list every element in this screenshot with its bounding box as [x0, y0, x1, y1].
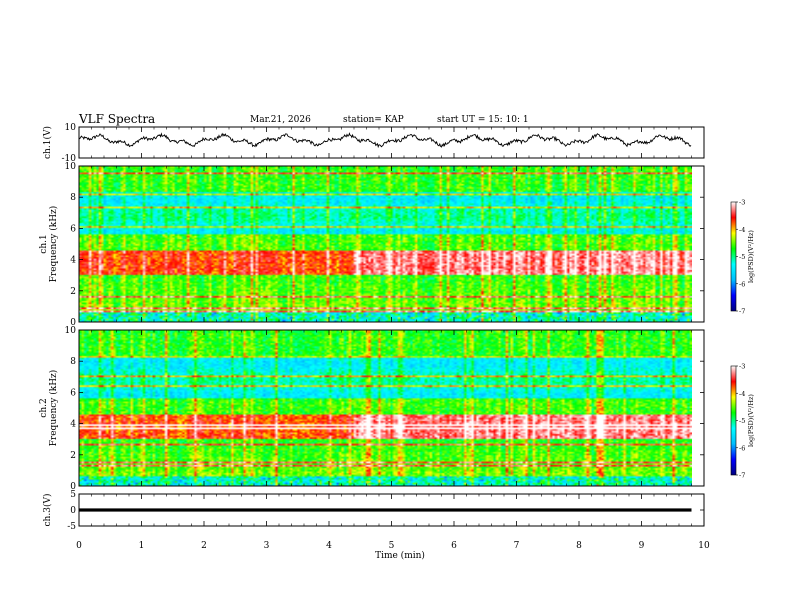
y-tick-label: -10 — [62, 154, 77, 164]
x-tick-label: 5 — [389, 541, 395, 551]
start-time-label: start UT = 15: 10: 1 — [437, 115, 529, 125]
y-tick-label: 8 — [70, 193, 76, 203]
y-tick-label: 10 — [65, 162, 77, 172]
colorbar-tick-label: -5 — [739, 253, 745, 261]
y-tick-label: -5 — [67, 522, 76, 532]
y-tick-label: 2 — [70, 451, 76, 461]
colorbar-tick-label: -4 — [739, 390, 745, 398]
colorbar-label: log(PSD)(V²/Hz) — [747, 394, 755, 447]
y-tick-label: 0 — [70, 482, 76, 492]
ch1-spectrogram-panel: 10 8 6 4 2 0 ch.1 Frequency (kHz) -3 -4 -5 -6 -7 log(… — [39, 162, 755, 328]
y-tick-label: 0 — [70, 506, 76, 516]
x-tick-label: 8 — [576, 541, 582, 551]
colorbar — [730, 365, 737, 476]
y-tick-label: 6 — [70, 224, 76, 234]
y-tick-label: 4 — [70, 256, 76, 266]
y-tick-label: 10 — [65, 123, 77, 133]
colorbar-tick-label: -4 — [739, 226, 745, 234]
colorbar-tick-label: -3 — [739, 363, 745, 371]
x-axis-label: Time (min) — [375, 550, 425, 561]
ch2-spectrogram-panel: 10 8 6 4 2 0 ch.2 Frequency (kHz) -3 -4 -5 -6 -7 log(… — [39, 326, 755, 492]
y-tick-label: 0 — [70, 318, 76, 328]
y-axis-label: Frequency (kHz) — [48, 206, 59, 283]
x-tick-label: 6 — [451, 541, 457, 551]
y-axis-label: ch.1(V) — [42, 126, 53, 159]
ch1-waveform-panel: 10 -10 ch.1(V) — [42, 123, 705, 164]
x-tick-label: 1 — [139, 541, 145, 551]
y-tick-label: 2 — [70, 287, 76, 297]
spectrogram-image — [79, 166, 692, 322]
colorbar — [730, 201, 737, 312]
y-tick-label: 8 — [70, 357, 76, 367]
colorbar-tick-label: -7 — [739, 472, 745, 480]
colorbar-tick-label: -3 — [739, 199, 745, 207]
ch1-trace — [78, 132, 692, 149]
colorbar-tick-label: -6 — [739, 444, 745, 452]
y-axis-label: ch.2 — [39, 398, 49, 417]
colorbar-label: log(PSD)(V²/Hz) — [747, 230, 755, 283]
x-tick-label: 3 — [264, 541, 270, 551]
colorbar-tick-label: -7 — [739, 308, 745, 316]
time-axis: 0 1 2 3 4 5 6 7 8 9 10 — [76, 541, 710, 551]
x-tick-label: 10 — [698, 541, 710, 551]
y-tick-label: 10 — [65, 326, 77, 336]
ch3-trace — [79, 508, 692, 512]
figure-title: VLF Spectra — [78, 112, 155, 126]
x-tick-label: 0 — [76, 541, 82, 551]
y-axis-label: Frequency (kHz) — [48, 370, 59, 447]
y-tick-label: 4 — [70, 420, 76, 430]
x-tick-label: 2 — [201, 541, 207, 551]
colorbar-tick-label: -6 — [739, 280, 745, 288]
spectrogram-image — [79, 330, 692, 486]
station-label: station= KAP — [343, 115, 404, 125]
x-tick-label: 7 — [514, 541, 520, 551]
ch3-waveform-panel: 5 0 -5 ch.3(V) — [42, 490, 705, 532]
date-label: Mar.21, 2026 — [250, 115, 311, 125]
x-tick-label: 4 — [326, 541, 332, 551]
y-tick-label: 5 — [70, 490, 76, 500]
y-tick-label: 6 — [70, 388, 76, 398]
y-axis-label: ch.1 — [39, 234, 49, 253]
x-tick-label: 9 — [639, 541, 645, 551]
colorbar-tick-label: -5 — [739, 417, 745, 425]
y-axis-label: ch.3(V) — [42, 494, 53, 527]
